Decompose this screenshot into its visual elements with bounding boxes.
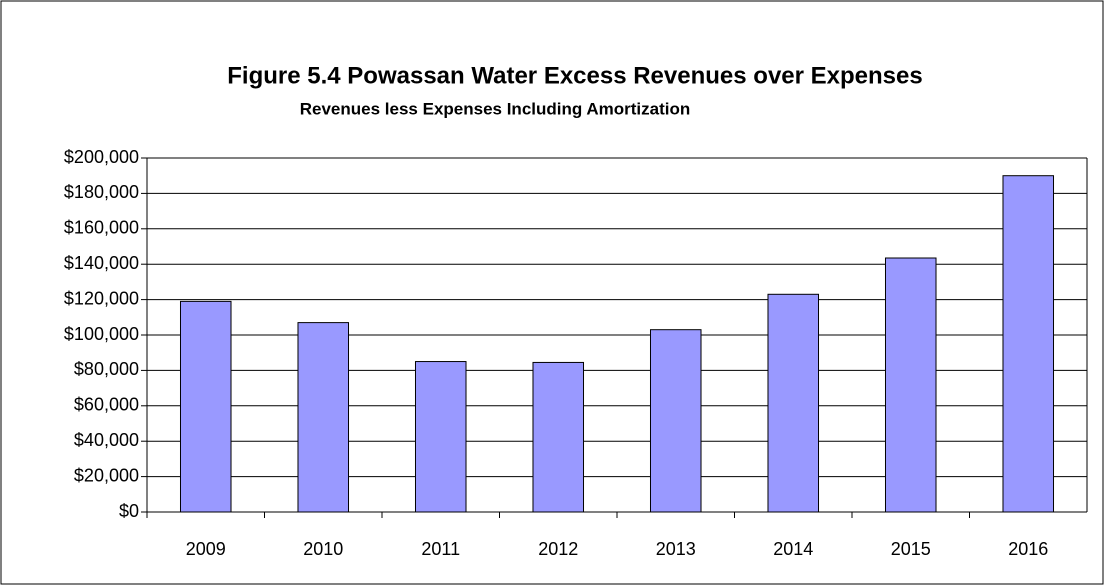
bar bbox=[297, 322, 350, 513]
y-tick-label: $120,000 bbox=[64, 288, 139, 308]
bar bbox=[414, 361, 467, 513]
y-tick-label: $80,000 bbox=[74, 359, 139, 379]
x-tick-label: 2015 bbox=[891, 539, 931, 559]
x-tick-label: 2013 bbox=[656, 539, 696, 559]
x-tick-label: 2016 bbox=[1008, 539, 1048, 559]
x-tick-label: 2010 bbox=[303, 539, 343, 559]
y-tick-label: $60,000 bbox=[74, 395, 139, 415]
y-tick-label: $180,000 bbox=[64, 182, 139, 202]
y-tick-label: $40,000 bbox=[74, 430, 139, 450]
bar bbox=[532, 361, 585, 513]
bar bbox=[179, 300, 232, 513]
y-tick-label: $140,000 bbox=[64, 253, 139, 273]
bar bbox=[649, 329, 702, 513]
y-tick-label: $0 bbox=[119, 501, 139, 521]
y-tick-label: $160,000 bbox=[64, 218, 139, 238]
y-tick-label: $20,000 bbox=[74, 465, 139, 485]
x-tick-label: 2014 bbox=[773, 539, 813, 559]
chart-subtitle: Revenues less Expenses Including Amortiz… bbox=[300, 99, 690, 118]
bar bbox=[1002, 175, 1055, 513]
bar bbox=[767, 293, 820, 513]
x-tick-label: 2009 bbox=[186, 539, 226, 559]
y-tick-label: $100,000 bbox=[64, 324, 139, 344]
bar bbox=[884, 257, 937, 513]
y-tick-label: $200,000 bbox=[64, 147, 139, 167]
x-tick-label: 2011 bbox=[421, 539, 460, 559]
x-tick-label: 2012 bbox=[538, 539, 578, 559]
chart-title: Figure 5.4 Powassan Water Excess Revenue… bbox=[227, 62, 922, 89]
